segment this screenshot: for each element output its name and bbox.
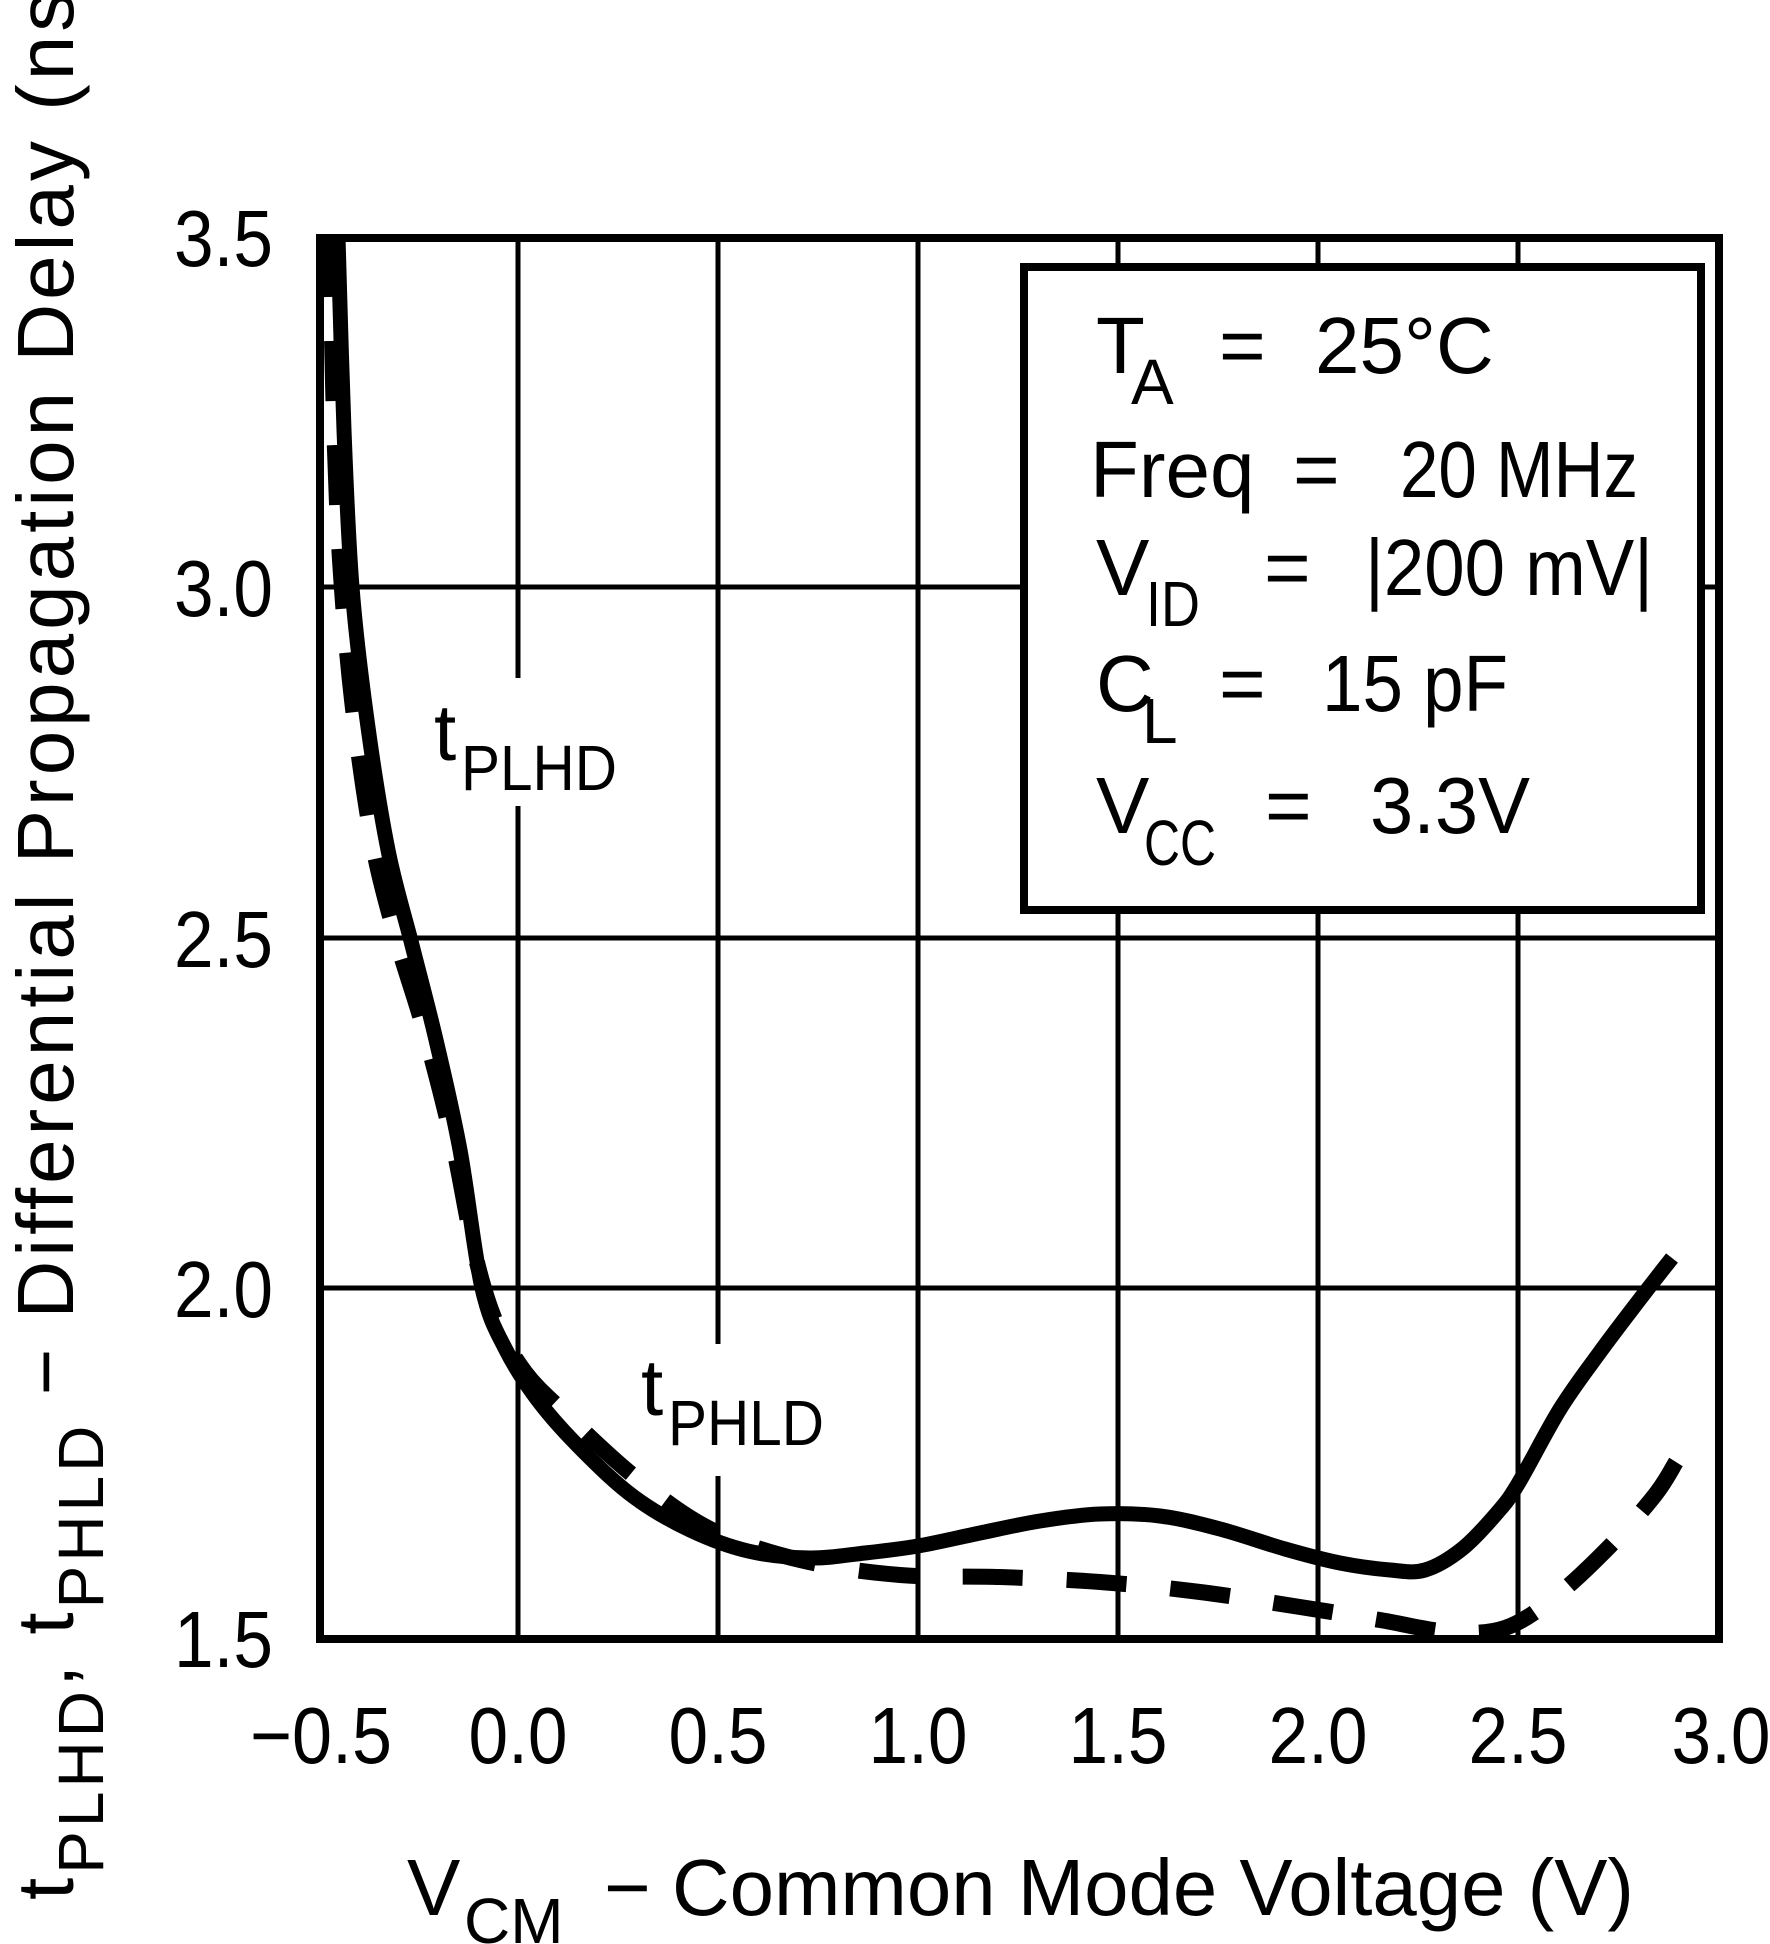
svg-text:20 MHz: 20 MHz (1400, 425, 1638, 514)
svg-text:V: V (1096, 761, 1150, 850)
svg-text:PLHD: PLHD (461, 732, 617, 804)
svg-text:V: V (407, 1843, 461, 1932)
svg-text:L: L (1142, 685, 1178, 757)
svg-text:3.5: 3.5 (174, 194, 273, 283)
svg-text:25°C: 25°C (1315, 301, 1494, 390)
svg-text:2.0: 2.0 (1269, 1691, 1368, 1780)
svg-text:=: = (1265, 761, 1312, 850)
svg-text:CC: CC (1144, 807, 1216, 879)
svg-text:=: = (1219, 301, 1266, 390)
svg-text:3.0: 3.0 (174, 544, 273, 633)
svg-text:=: = (1219, 639, 1266, 728)
svg-text:−0.5: −0.5 (250, 1691, 392, 1780)
svg-text:0.0: 0.0 (469, 1691, 568, 1780)
svg-text:t: t (641, 1343, 663, 1432)
svg-text:|200 mV|: |200 mV| (1365, 523, 1653, 612)
svg-text:3.3V: 3.3V (1370, 761, 1531, 850)
svg-text:15 pF: 15 pF (1322, 639, 1508, 728)
svg-text:1.5: 1.5 (174, 1595, 273, 1684)
svg-text:0.5: 0.5 (669, 1691, 768, 1780)
svg-text:=: = (1264, 523, 1311, 612)
svg-text:CM: CM (464, 1885, 564, 1944)
svg-text:3.0: 3.0 (1672, 1691, 1770, 1780)
svg-text:A: A (1131, 346, 1174, 418)
svg-text:Common Mode Voltage (V): Common Mode Voltage (V) (672, 1843, 1634, 1932)
svg-text:=: = (1293, 425, 1340, 514)
svg-text:Freq: Freq (1090, 425, 1255, 514)
svg-text:ID: ID (1146, 568, 1200, 640)
svg-text:t: t (434, 688, 456, 777)
svg-text:1.0: 1.0 (869, 1691, 968, 1780)
svg-text:T: T (1096, 301, 1145, 390)
svg-text:V: V (1096, 523, 1150, 612)
svg-text:2.0: 2.0 (174, 1245, 273, 1334)
svg-text:C: C (1096, 639, 1154, 728)
svg-text:1.5: 1.5 (1069, 1691, 1168, 1780)
svg-text:PHLD: PHLD (668, 1387, 824, 1459)
svg-text:−: − (604, 1843, 651, 1932)
svg-text:2.5: 2.5 (174, 895, 273, 984)
svg-text:2.5: 2.5 (1469, 1691, 1568, 1780)
